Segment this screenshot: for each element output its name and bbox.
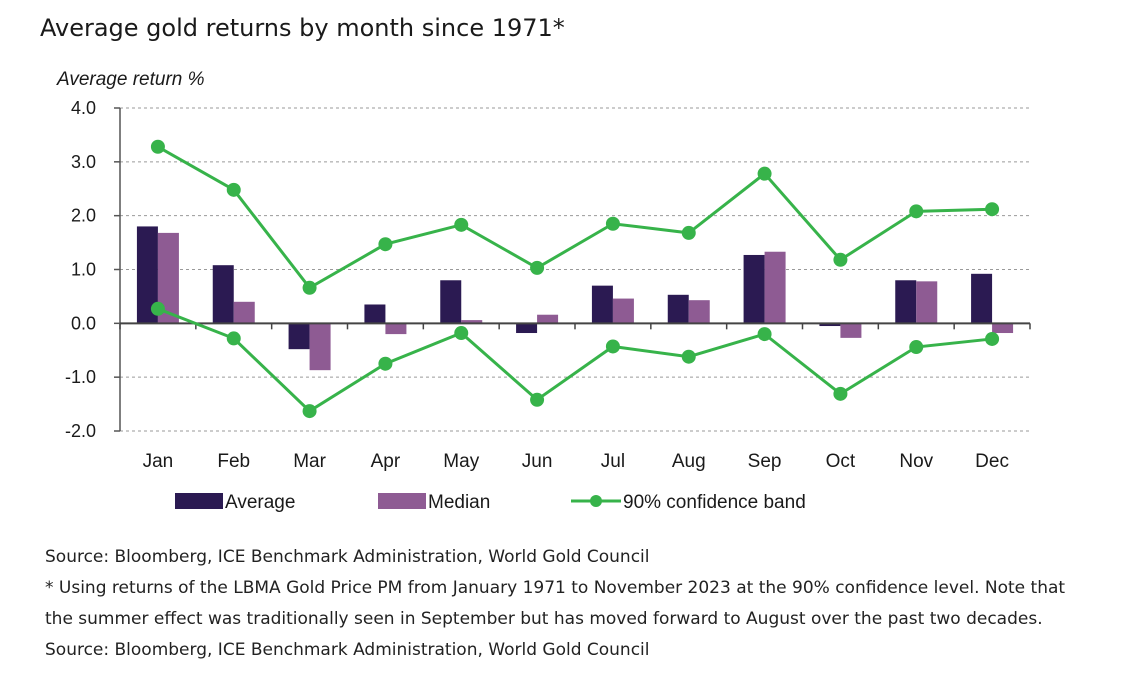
bar-median bbox=[385, 323, 407, 335]
bar-average bbox=[667, 294, 689, 324]
confidence-lower-point bbox=[757, 327, 772, 342]
confidence-lower-point bbox=[681, 349, 696, 364]
bar-average bbox=[743, 254, 765, 324]
bar-average bbox=[440, 280, 462, 324]
y-tick-label: -2.0 bbox=[65, 421, 96, 441]
bar-median bbox=[612, 298, 634, 324]
confidence-lower-point bbox=[909, 340, 924, 355]
confidence-upper-point bbox=[150, 139, 165, 154]
y-tick-label: 4.0 bbox=[71, 98, 96, 118]
bar-average bbox=[136, 226, 158, 324]
source-note-repeat: Source: Bloomberg, ICE Benchmark Adminis… bbox=[45, 640, 650, 660]
confidence-upper-point bbox=[454, 217, 469, 232]
chart-title: Average gold returns by month since 1971… bbox=[40, 14, 565, 42]
confidence-lower-point bbox=[150, 301, 165, 316]
bar-median bbox=[992, 323, 1014, 334]
bar-average bbox=[364, 304, 386, 324]
confidence-upper-point bbox=[833, 252, 848, 267]
confidence-lower-point bbox=[226, 331, 241, 346]
x-tick-label: Sep bbox=[748, 451, 782, 472]
confidence-upper-line bbox=[157, 145, 993, 290]
y-axis-label: Average return % bbox=[56, 69, 205, 90]
bar-median bbox=[233, 301, 255, 324]
x-tick-label: Nov bbox=[899, 451, 933, 472]
x-tick-label: Jan bbox=[143, 451, 174, 472]
legend-swatch-median bbox=[378, 493, 426, 509]
bar-average bbox=[971, 273, 993, 324]
legend-swatch-average bbox=[175, 493, 223, 509]
confidence-upper-point bbox=[757, 166, 772, 181]
x-tick-label: Dec bbox=[975, 451, 1009, 472]
confidence-lower-line bbox=[157, 307, 993, 413]
confidence-upper-point bbox=[302, 280, 317, 295]
y-tick-label: 1.0 bbox=[71, 260, 96, 280]
bar-average bbox=[212, 265, 234, 324]
legend-label-median: Median bbox=[428, 492, 490, 513]
confidence-upper-point bbox=[530, 260, 545, 275]
confidence-lower-point bbox=[605, 339, 620, 354]
confidence-lower-point bbox=[985, 331, 1000, 346]
confidence-lower-point bbox=[833, 386, 848, 401]
bar-median bbox=[840, 323, 862, 338]
confidence-upper-point bbox=[378, 237, 393, 252]
confidence-lower-point bbox=[454, 326, 469, 341]
confidence-upper-point bbox=[681, 225, 696, 240]
y-tick-label: 0.0 bbox=[71, 313, 96, 333]
x-tick-label: Mar bbox=[293, 451, 326, 472]
y-tick-label: -1.0 bbox=[65, 367, 96, 387]
source-note: Source: Bloomberg, ICE Benchmark Adminis… bbox=[45, 547, 650, 567]
bar-median bbox=[688, 300, 710, 324]
bar-average bbox=[516, 323, 538, 334]
bar-average bbox=[895, 280, 917, 324]
footnote-line-2: the summer effect was traditionally seen… bbox=[45, 609, 1043, 629]
x-tick-label: Oct bbox=[826, 451, 856, 472]
bar-median bbox=[537, 314, 559, 324]
x-tick-label: Apr bbox=[371, 451, 401, 472]
bar-median bbox=[309, 323, 331, 371]
confidence-upper-point bbox=[985, 202, 1000, 217]
gold-returns-chart: Average return % 4.0 3.0 2.0 1.0 0.0 -1.0 -2.0… bbox=[56, 69, 1031, 513]
legend-marker-confidence bbox=[590, 495, 602, 507]
x-tick-label: Jun bbox=[522, 451, 553, 472]
bars bbox=[136, 226, 1014, 371]
footnote-line-1: * Using returns of the LBMA Gold Price P… bbox=[45, 578, 1066, 598]
bar-median bbox=[461, 320, 483, 324]
x-tick-label: Feb bbox=[217, 451, 250, 472]
x-tick-label: Aug bbox=[672, 451, 706, 472]
y-tick-labels: 4.0 3.0 2.0 1.0 0.0 -1.0 -2.0 bbox=[65, 98, 96, 441]
axes bbox=[114, 107, 1031, 432]
legend: Average Median 90% confidence band bbox=[175, 492, 806, 513]
bar-median bbox=[764, 251, 786, 324]
y-tick-label: 2.0 bbox=[71, 206, 96, 226]
confidence-lower-point bbox=[302, 404, 317, 419]
confidence-lower-point bbox=[378, 356, 393, 371]
x-tick-labels: Jan Feb Mar Apr May Jun Jul Aug Sep Oct Nov Dec bbox=[143, 451, 1009, 472]
confidence-upper-point bbox=[605, 216, 620, 231]
confidence-upper-point bbox=[909, 204, 924, 219]
grid-lines bbox=[120, 107, 1030, 432]
y-tick-label: 3.0 bbox=[71, 152, 96, 172]
bar-average bbox=[819, 323, 841, 327]
bar-average bbox=[591, 285, 613, 324]
confidence-lower-point bbox=[530, 392, 545, 407]
x-tick-label: May bbox=[443, 451, 479, 472]
confidence-upper-point bbox=[226, 182, 241, 197]
x-tick-label: Jul bbox=[601, 451, 625, 472]
bar-median bbox=[916, 281, 938, 324]
legend-label-confidence: 90% confidence band bbox=[623, 492, 806, 513]
bar-median bbox=[157, 232, 179, 324]
legend-label-average: Average bbox=[225, 492, 295, 513]
bar-average bbox=[288, 323, 310, 350]
confidence-lines bbox=[150, 139, 1000, 419]
